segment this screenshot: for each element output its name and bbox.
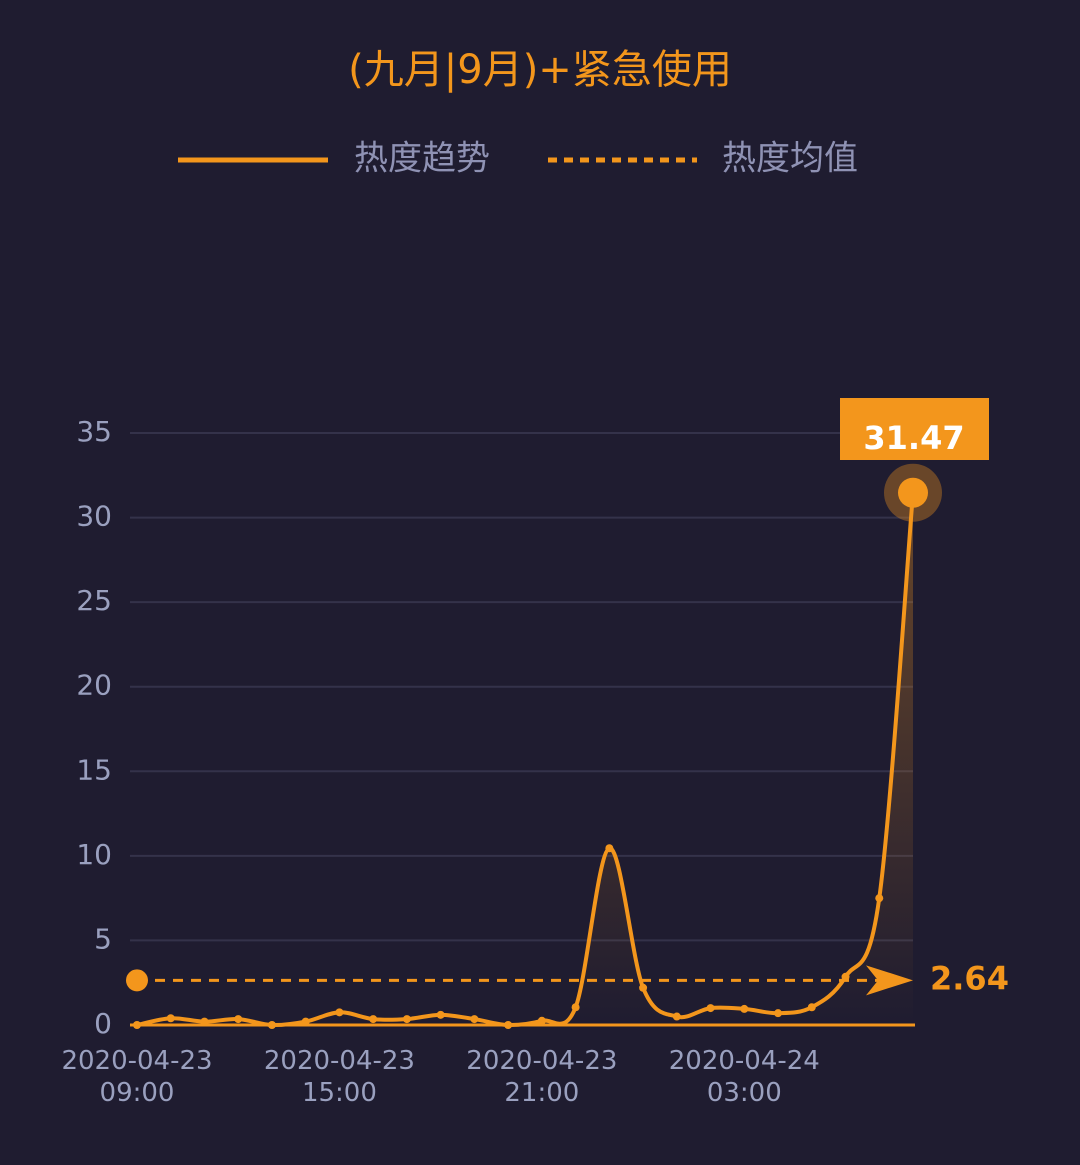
point [402,1015,411,1024]
chart-title: (九月|9月)+紧急使用 [348,47,732,93]
x-tick-label: 2020-04-23 15:00 [263,1046,415,1108]
point [470,1015,479,1024]
point [504,1021,513,1029]
mean-arrow [866,965,913,996]
point [706,1004,715,1013]
point [436,1010,445,1019]
point [200,1017,209,1026]
point [672,1012,681,1021]
point [335,1008,344,1017]
point [807,1003,816,1012]
y-tick-label: 35 [76,415,112,448]
point [234,1015,243,1024]
point [605,844,614,853]
point [301,1017,310,1026]
point [537,1016,546,1025]
point [166,1014,175,1023]
y-tick-label: 10 [76,838,112,871]
y-tick-label: 0 [94,1007,112,1040]
area [137,492,913,1026]
legend-label: 热度均值 [722,139,858,179]
point [267,1021,276,1029]
point [369,1015,378,1024]
y-tick-label: 30 [76,500,112,533]
y-tick-label: 20 [76,669,112,702]
mean-label: 2.64 [930,959,1009,997]
point [571,1003,580,1012]
max-point [898,477,928,508]
y-tick-label: 5 [94,922,112,955]
y-tick-label: 15 [76,753,112,786]
point [133,1021,141,1029]
point [740,1004,749,1013]
x-tick-label: 2020-04-24 03:00 [668,1046,820,1108]
max-label-box [840,398,989,460]
legend-label: 热度趋势 [354,139,490,179]
point [841,972,850,981]
line [136,492,915,1028]
x-tick-label: 2020-04-23 21:00 [466,1046,618,1108]
max-label: 31.47 [863,419,964,457]
point [875,894,884,903]
point [774,1009,783,1018]
x-tick-label: 2020-04-23 09:00 [61,1046,213,1108]
y-tick-label: 25 [76,584,112,617]
point [639,983,648,992]
